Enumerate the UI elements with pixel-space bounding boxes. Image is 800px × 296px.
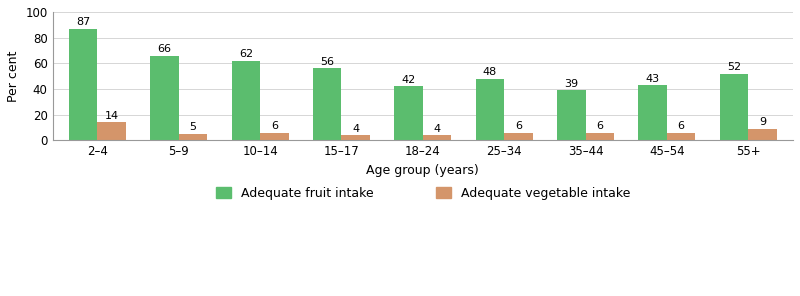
Text: 39: 39 <box>564 79 578 89</box>
Text: 6: 6 <box>271 121 278 131</box>
Bar <box>557 90 586 140</box>
Text: 62: 62 <box>238 49 253 59</box>
Bar <box>638 85 667 140</box>
Bar <box>232 61 260 140</box>
Text: 66: 66 <box>158 44 171 54</box>
Text: 6: 6 <box>596 121 603 131</box>
Bar <box>150 56 178 140</box>
Bar <box>394 86 423 140</box>
Text: 9: 9 <box>759 117 766 127</box>
Y-axis label: Per cent: Per cent <box>7 50 20 102</box>
Text: 4: 4 <box>434 124 441 134</box>
Text: 43: 43 <box>646 74 660 83</box>
Text: 6: 6 <box>678 121 685 131</box>
Bar <box>342 135 370 140</box>
Text: 87: 87 <box>76 17 90 27</box>
Text: 48: 48 <box>483 67 497 77</box>
Legend: Adequate fruit intake, Adequate vegetable intake: Adequate fruit intake, Adequate vegetabl… <box>210 182 635 205</box>
Text: 42: 42 <box>402 75 416 85</box>
Bar <box>476 79 504 140</box>
Text: 6: 6 <box>515 121 522 131</box>
Bar <box>720 74 748 140</box>
Bar <box>667 133 695 140</box>
X-axis label: Age group (years): Age group (years) <box>366 164 479 177</box>
Text: 4: 4 <box>352 124 359 134</box>
Bar <box>504 133 533 140</box>
Text: 14: 14 <box>105 111 118 121</box>
Text: 56: 56 <box>320 57 334 67</box>
Bar <box>69 29 98 140</box>
Bar <box>748 129 777 140</box>
Bar <box>313 68 342 140</box>
Bar <box>178 134 207 140</box>
Bar <box>260 133 289 140</box>
Bar <box>423 135 451 140</box>
Bar <box>586 133 614 140</box>
Text: 5: 5 <box>190 122 197 132</box>
Text: 52: 52 <box>727 62 741 72</box>
Bar <box>98 122 126 140</box>
